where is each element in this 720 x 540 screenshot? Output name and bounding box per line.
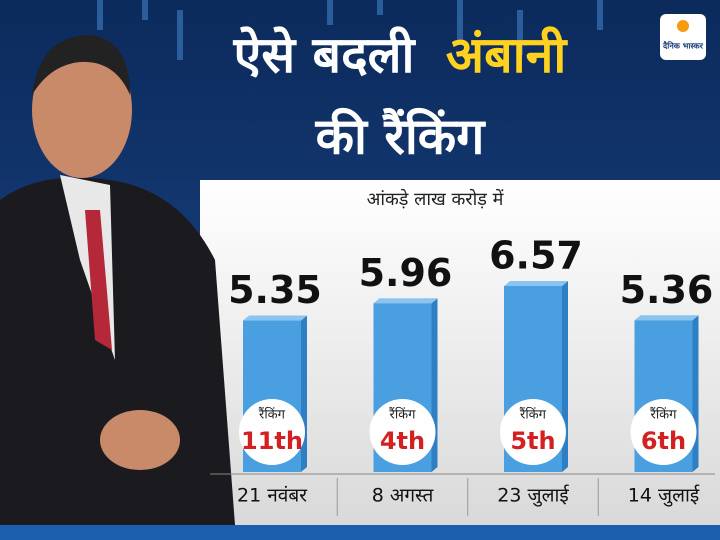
logo-sun (677, 20, 689, 32)
chart-title: ऐसे बदली अंबानी (233, 26, 569, 84)
rank-badge (239, 399, 305, 465)
chart-subtitle: आंकड़े लाख करोड़ में (367, 188, 505, 210)
value-label: 5.35 (228, 268, 322, 312)
rank-label: रैंकिंग (389, 407, 416, 423)
rank-value: 11th (241, 427, 303, 455)
rank-value: 5th (510, 427, 555, 455)
bottom-strip (0, 525, 720, 540)
rank-label: रैंकिंग (258, 407, 285, 423)
rank-value: 6th (641, 427, 686, 455)
person-photo (0, 35, 235, 525)
rank-badge (630, 399, 697, 465)
rank-label: रैंकिंग (650, 407, 677, 423)
stock-candles (97, 0, 603, 60)
x-tick-label: 8 अगस्त (372, 485, 435, 507)
bar-top (504, 281, 568, 286)
chart-title: की रैंकिंग (315, 108, 487, 166)
bar-side (692, 315, 699, 472)
bar-top (634, 315, 699, 321)
rank-badge (369, 399, 436, 465)
value-label: 5.36 (620, 268, 714, 312)
bar-top (243, 315, 307, 321)
logo-box (660, 14, 706, 60)
value-label: 5.96 (359, 251, 453, 295)
title-highlight: अंबानी (446, 26, 568, 84)
rank-value: 4th (380, 427, 425, 455)
bar-top (373, 298, 438, 304)
value-label: 6.57 (489, 234, 583, 278)
rank-badge (500, 399, 566, 465)
rank-label: रैंकिंग (519, 407, 546, 423)
x-tick-label: 23 जुलाई (497, 484, 569, 508)
title-part: ऐसे बदली (233, 26, 417, 84)
x-tick-label: 21 नवंबर (237, 485, 308, 507)
logo-text: दैनिक भास्कर (662, 41, 704, 51)
x-tick-label: 14 जुलाई (628, 484, 700, 508)
